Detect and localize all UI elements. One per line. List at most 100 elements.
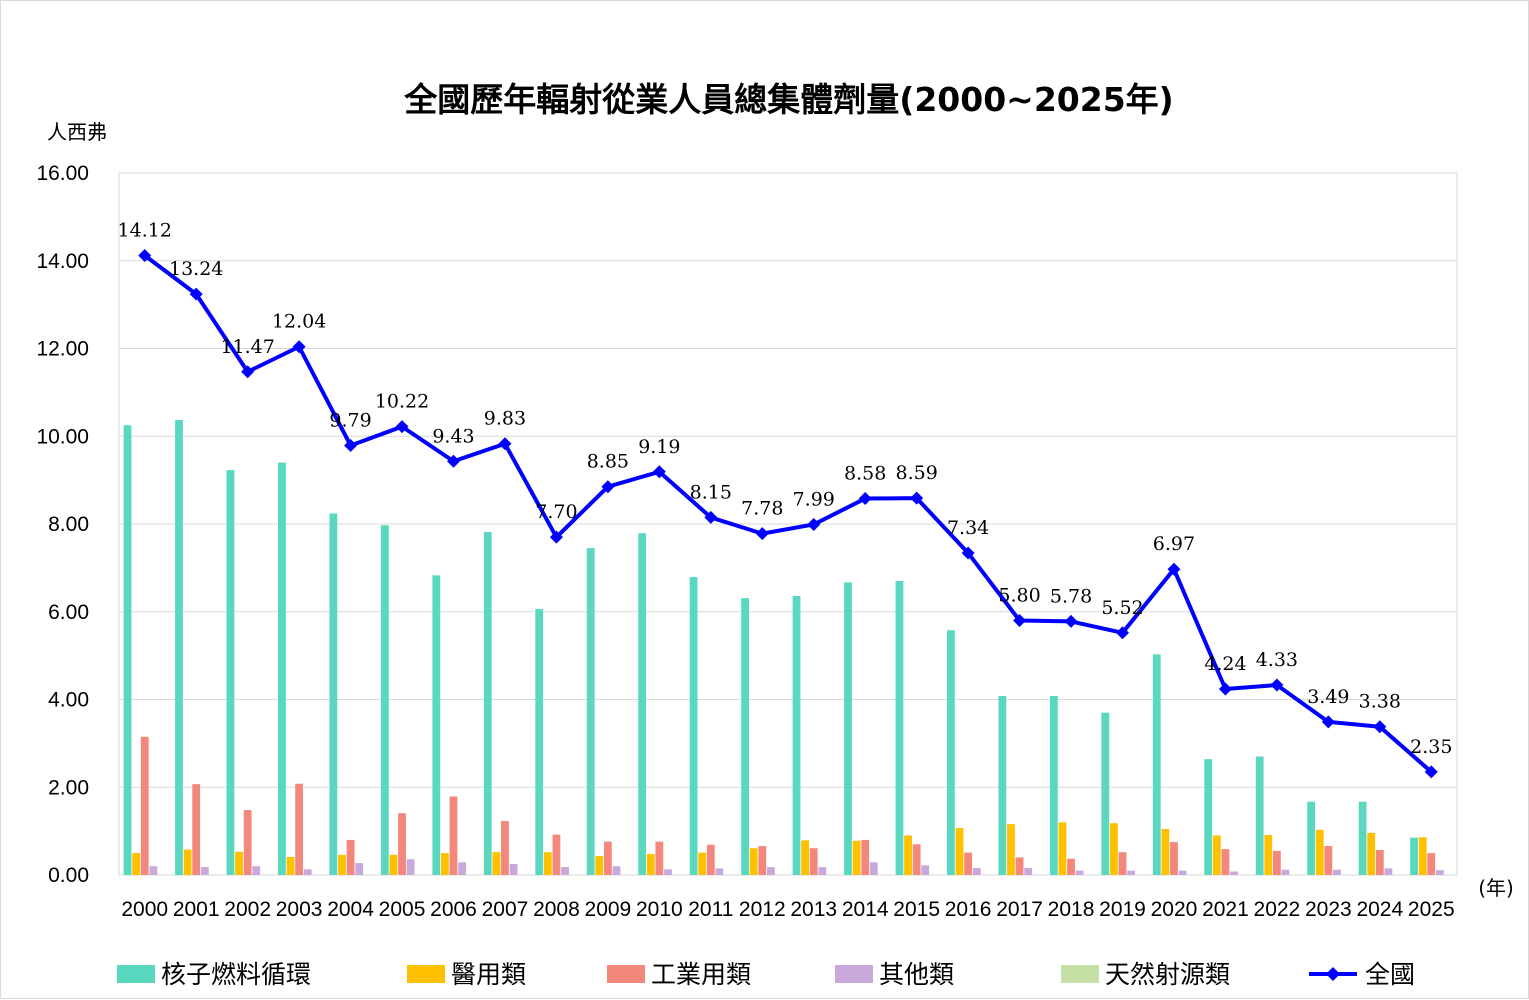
bar <box>1315 829 1324 875</box>
bar <box>338 854 346 875</box>
bar <box>501 821 509 875</box>
x-tick-label: 2022 <box>1254 898 1301 921</box>
bar <box>398 813 406 875</box>
bar <box>852 840 861 875</box>
bar <box>706 844 715 875</box>
bar <box>561 867 569 875</box>
data-label: 9.19 <box>638 436 680 458</box>
bar <box>844 582 852 875</box>
bar <box>1152 654 1161 875</box>
bar <box>406 859 415 875</box>
x-tick-label: 2007 <box>482 898 529 921</box>
bar <box>1367 832 1376 875</box>
bar <box>235 851 243 875</box>
x-tick-label: 2001 <box>173 898 220 921</box>
bar <box>1161 828 1170 875</box>
legend-swatch <box>835 965 873 983</box>
data-label: 8.15 <box>690 481 732 503</box>
bar <box>1118 852 1127 875</box>
line-point <box>1116 626 1129 640</box>
bar <box>1281 869 1290 875</box>
bar <box>200 867 209 875</box>
line-point <box>1064 614 1078 628</box>
bar <box>1324 846 1333 875</box>
data-label: 8.85 <box>587 451 629 473</box>
data-label: 7.99 <box>793 488 835 510</box>
data-label: 4.24 <box>1204 653 1246 675</box>
data-label: 6.97 <box>1153 533 1195 555</box>
bar <box>252 866 261 875</box>
legend-swatch <box>1061 965 1099 983</box>
bar <box>638 533 647 875</box>
bar <box>1230 871 1238 875</box>
bar <box>1410 837 1418 875</box>
x-tick-label: 2012 <box>739 898 786 921</box>
data-label: 9.43 <box>432 425 474 447</box>
x-tick-label: 2002 <box>224 898 271 921</box>
bar <box>1110 823 1118 875</box>
y-tick-label: 6.00 <box>48 601 89 624</box>
x-tick-label: 2011 <box>688 898 733 921</box>
x-tick-label: 2013 <box>790 898 837 921</box>
bar <box>698 852 707 875</box>
bar <box>1058 822 1067 875</box>
bar <box>535 609 544 875</box>
bar <box>818 867 827 875</box>
data-label: 8.59 <box>895 462 937 484</box>
bar <box>1101 712 1110 875</box>
data-label: 8.58 <box>844 463 886 485</box>
y-tick-label: 10.00 <box>36 425 89 448</box>
legend-marker <box>1326 967 1340 981</box>
bar <box>766 867 775 875</box>
bar <box>1264 835 1273 875</box>
bar <box>458 862 466 875</box>
bar <box>921 865 930 875</box>
x-tick-label: 2016 <box>945 898 992 921</box>
bar <box>1204 759 1213 875</box>
bar <box>123 425 132 875</box>
data-label: 7.78 <box>741 498 783 520</box>
bar <box>758 846 767 875</box>
line-point <box>189 287 203 301</box>
bar <box>483 531 492 875</box>
bar <box>809 848 818 875</box>
bar <box>1435 870 1444 875</box>
bar <box>543 852 552 875</box>
legend-label: 全國 <box>1365 960 1415 989</box>
x-tick-label: 2020 <box>1151 898 1198 921</box>
line-point <box>961 546 975 560</box>
line-point <box>910 491 924 505</box>
chart-title: 全國歷年輻射從業人員總集體劑量(2000~2025年) <box>403 80 1174 119</box>
bar <box>869 862 878 875</box>
legend: 核子燃料循環 醫用類 工業用類 其他類 天然射源類 全國 <box>117 960 1415 989</box>
legend-label: 醫用類 <box>451 960 526 989</box>
bar <box>912 844 921 875</box>
legend-label: 核子燃料循環 <box>161 960 311 989</box>
bar <box>149 866 158 875</box>
y-axis-unit-label: 人西弗 <box>47 120 107 144</box>
bar <box>964 852 973 875</box>
line-point <box>858 492 872 506</box>
x-tick-label: 2010 <box>636 898 683 921</box>
bar <box>646 853 655 875</box>
bar <box>1024 867 1033 875</box>
data-label: 5.78 <box>1050 585 1092 607</box>
bar <box>1007 824 1015 875</box>
bar <box>278 462 286 875</box>
line-point <box>755 527 769 541</box>
bar <box>1212 835 1221 875</box>
x-tick-label: 2000 <box>121 898 168 921</box>
bar <box>286 857 295 875</box>
line-point <box>549 530 563 544</box>
y-tick-label: 8.00 <box>48 513 89 536</box>
bar <box>895 581 904 875</box>
y-tick-label: 12.00 <box>36 338 89 361</box>
data-label: 3.49 <box>1307 686 1349 708</box>
bar <box>1015 857 1024 875</box>
line-point <box>1424 765 1438 779</box>
bar <box>552 834 561 875</box>
bar <box>655 841 664 875</box>
line-point <box>1321 715 1335 729</box>
legend-swatch <box>407 965 445 983</box>
